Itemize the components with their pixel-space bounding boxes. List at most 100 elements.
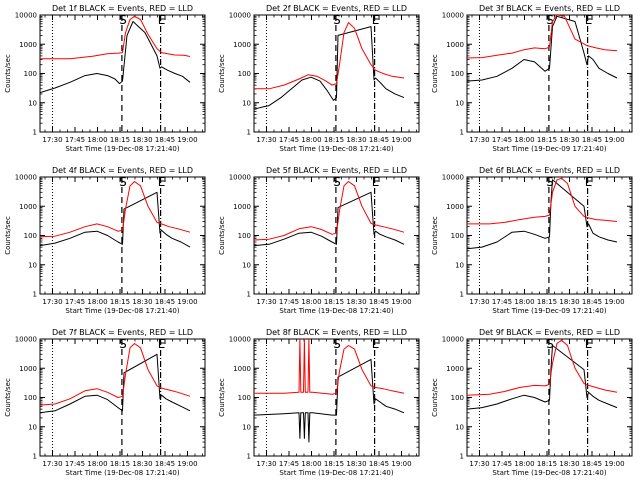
y-tick-label: 10 — [455, 99, 464, 107]
end-marker-label: E — [372, 337, 380, 351]
x-tick-label: 18:00 — [87, 460, 107, 468]
y-axis-label: Counts/sec — [431, 378, 439, 417]
panel-title: Det 6f BLACK = Events, RED = LLD — [479, 166, 620, 175]
x-tick-label: 18:00 — [514, 298, 534, 306]
end-marker-label: E — [585, 175, 593, 189]
x-tick-label: 18:15 — [110, 460, 130, 468]
start-marker-label: S — [119, 337, 127, 351]
series-lld-red — [40, 343, 191, 406]
plot-frame — [253, 14, 420, 133]
y-tick-label: 10 — [28, 261, 37, 269]
y-axis-label: Counts/sec — [4, 216, 12, 255]
series-events-black — [254, 358, 405, 443]
y-axis-label: Counts/sec — [4, 54, 12, 93]
x-tick-label: 17:45 — [279, 136, 299, 144]
series-events-black — [467, 179, 618, 250]
start-marker-label: S — [333, 175, 341, 189]
panel-title: Det 9f BLACK = Events, RED = LLD — [479, 328, 620, 337]
x-tick-label: 18:15 — [537, 136, 557, 144]
series-events-black — [467, 345, 618, 410]
end-marker-label: E — [158, 13, 166, 27]
x-tick-label: 17:45 — [65, 460, 85, 468]
y-tick-label: 100 — [238, 232, 251, 240]
y-tick-label: 10000 — [442, 12, 464, 20]
y-tick-label: 1000 — [19, 203, 37, 211]
x-tick-label: 17:45 — [492, 298, 512, 306]
y-axis-label: Counts/sec — [218, 378, 226, 417]
start-marker-label: S — [119, 13, 127, 27]
x-tick-label: 18:30 — [559, 298, 579, 306]
x-tick-label: 18:30 — [132, 460, 152, 468]
x-tick-label: 18:00 — [301, 460, 321, 468]
x-tick-label: 17:45 — [65, 298, 85, 306]
y-tick-label: 10 — [242, 99, 251, 107]
y-axis-label: Counts/sec — [431, 216, 439, 255]
y-tick-label: 10000 — [15, 174, 37, 182]
x-tick-label: 18:30 — [346, 460, 366, 468]
x-axis-label: Start Time (19-Dec-08 17:21:40) — [279, 469, 393, 477]
y-tick-label: 100 — [24, 394, 37, 402]
panel-title: Det 2f BLACK = Events, RED = LLD — [266, 4, 407, 13]
y-tick-label: 10000 — [229, 174, 251, 182]
y-tick-label: 1000 — [233, 203, 251, 211]
series-lld-red — [467, 15, 618, 59]
y-tick-label: 1 — [33, 129, 37, 137]
start-marker-label: S — [546, 337, 554, 351]
y-tick-label: 10000 — [15, 12, 37, 20]
x-tick-label: 18:00 — [87, 136, 107, 144]
x-tick-label: 17:30 — [469, 136, 489, 144]
panel-title: Det 3f BLACK = Events, RED = LLD — [479, 4, 620, 13]
y-tick-label: 1 — [33, 453, 37, 461]
x-tick-label: 18:00 — [87, 298, 107, 306]
x-tick-label: 17:30 — [256, 136, 276, 144]
x-tick-label: 19:00 — [177, 460, 197, 468]
panel-8: Det 8f BLACK = Events, RED = LLD 1 10 100 10… — [218, 328, 420, 477]
x-tick-label: 18:15 — [537, 460, 557, 468]
panel-title: Det 5f BLACK = Events, RED = LLD — [266, 166, 407, 175]
y-tick-label: 1 — [247, 453, 251, 461]
x-tick-label: 18:15 — [110, 298, 130, 306]
end-marker-label: E — [158, 175, 166, 189]
x-tick-label: 19:00 — [177, 136, 197, 144]
x-tick-label: 17:30 — [256, 460, 276, 468]
series-lld-red — [254, 22, 405, 90]
start-marker-label: S — [546, 13, 554, 27]
x-axis-label: Start Time (19-Dec-08 17:21:40) — [65, 469, 179, 477]
x-axis-label: Start Time (19-Dec-09 17:21:40) — [492, 307, 606, 315]
x-tick-label: 17:45 — [492, 136, 512, 144]
x-tick-label: 17:45 — [279, 460, 299, 468]
y-axis-label: Counts/sec — [218, 54, 226, 93]
end-marker-label: E — [158, 337, 166, 351]
y-tick-label: 10000 — [15, 336, 37, 344]
y-tick-label: 1000 — [233, 365, 251, 373]
y-tick-label: 1 — [33, 291, 37, 299]
x-tick-label: 18:30 — [559, 460, 579, 468]
start-marker-label: S — [333, 13, 341, 27]
x-tick-label: 18:30 — [132, 298, 152, 306]
x-tick-label: 18:45 — [155, 460, 175, 468]
y-tick-label: 1000 — [446, 203, 464, 211]
y-tick-label: 1000 — [446, 365, 464, 373]
start-marker-label: S — [333, 337, 341, 351]
series-lld-red — [467, 339, 618, 396]
x-tick-label: 18:00 — [301, 136, 321, 144]
y-tick-label: 1 — [247, 129, 251, 137]
y-axis-label: Counts/sec — [431, 54, 439, 93]
y-tick-label: 100 — [451, 394, 464, 402]
x-tick-label: 18:45 — [155, 298, 175, 306]
panel-9: Det 9f BLACK = Events, RED = LLD 1 10 100 10… — [431, 328, 633, 477]
plot-frame — [39, 338, 206, 457]
start-marker-label: S — [119, 175, 127, 189]
x-axis-label: Start Time (19-Dec-08 17:21:40) — [279, 145, 393, 153]
end-marker-label: E — [585, 13, 593, 27]
x-tick-label: 19:00 — [391, 298, 411, 306]
series-events-black — [40, 21, 191, 94]
y-tick-label: 100 — [238, 70, 251, 78]
y-tick-label: 10 — [28, 99, 37, 107]
x-tick-label: 17:30 — [256, 298, 276, 306]
y-tick-label: 1 — [460, 453, 464, 461]
x-tick-label: 18:15 — [324, 136, 344, 144]
y-tick-label: 1000 — [233, 41, 251, 49]
x-tick-label: 19:00 — [391, 460, 411, 468]
x-tick-label: 18:45 — [155, 136, 175, 144]
